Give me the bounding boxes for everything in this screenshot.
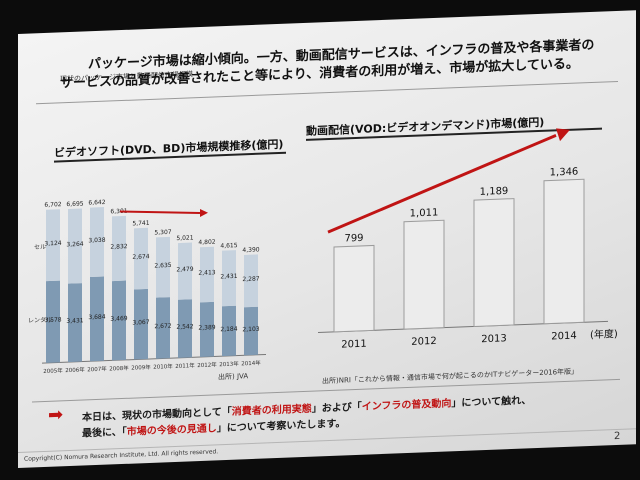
value-label-2012: 1,011 [410, 207, 439, 219]
bar-sell-2013年 [222, 250, 236, 307]
bar-rental-2007年 [90, 276, 104, 362]
bar-sell-2014年 [244, 254, 258, 308]
x-tick-2014年: 2014年 [241, 359, 261, 368]
label-sell-2008年: 2,832 [110, 243, 127, 251]
x-tick-2012: 2012 [411, 336, 436, 348]
series-label-sell: セル [34, 244, 46, 251]
label-sell-2005年: 3,124 [44, 240, 61, 248]
bar-sell-2009年 [134, 227, 148, 290]
bar-rental-2012年 [200, 301, 214, 358]
value-label-2013: 1,189 [480, 186, 509, 198]
bar-rental-2013年 [222, 305, 236, 357]
bar-2014 [543, 178, 585, 325]
value-label-2014: 1,346 [550, 166, 579, 178]
label-total-2011年: 5,021 [176, 234, 193, 242]
bar-rental-2006年 [68, 283, 82, 363]
bar-2013 [473, 198, 515, 328]
x-tick-2013年: 2013年 [219, 360, 239, 369]
right-chart-source: 出所)NRI「これから情報・通信市場で何が起こるのかITナビゲーター2016年版… [322, 367, 579, 386]
label-sell-2009年: 2,674 [132, 253, 149, 261]
label-sell-2006年: 3,264 [66, 241, 83, 249]
label-sell-2007年: 3,038 [88, 237, 105, 245]
bar-2011 [333, 244, 375, 333]
x-tick-2010年: 2010年 [153, 362, 173, 371]
bar-sell-2010年 [156, 236, 170, 298]
x-tick-2012年: 2012年 [197, 360, 217, 369]
label-sell-2014年: 2,287 [242, 276, 259, 284]
label-sell-2012年: 2,413 [198, 269, 215, 277]
label-rental-2007年: 3,684 [88, 314, 105, 322]
growth-arrow-shaft [327, 133, 557, 234]
bar-sell-2005年 [46, 209, 60, 282]
x-tick-2013: 2013 [481, 333, 506, 345]
x-tick-2007年: 2007年 [87, 365, 107, 374]
x-tick-2011: 2011 [341, 339, 366, 351]
bar-sell-2012年 [200, 246, 214, 303]
label-rental-2010年: 2,672 [154, 323, 171, 331]
label-rental-2008年: 3,469 [110, 315, 127, 323]
x-tick-2009年: 2009年 [131, 363, 151, 372]
x-tick-2008年: 2008年 [109, 364, 129, 373]
label-total-2005年: 6,702 [44, 201, 61, 209]
label-total-2006年: 6,695 [66, 200, 83, 208]
label-total-2007年: 6,642 [88, 199, 105, 207]
bar-sell-2008年 [112, 215, 126, 282]
label-sell-2010年: 2,635 [154, 262, 171, 270]
bar-sell-2011年 [178, 242, 192, 300]
label-total-2008年: 6,301 [110, 208, 127, 216]
page-number: 2 [614, 430, 621, 443]
label-rental-2013年: 2,184 [220, 326, 237, 334]
label-total-2009年: 5,741 [132, 220, 149, 228]
x-tick-2005年: 2005年 [43, 366, 63, 375]
vod-market-bar-chart: 799 2011 1,011 2012 1,189 2013 1,346 2014 (年度) [318, 128, 618, 351]
bar-sell-2006年 [68, 208, 82, 284]
label-rental-2012年: 2,389 [198, 324, 215, 332]
x-tick-2006年: 2006年 [65, 365, 85, 374]
label-rental-2005年: 3,578 [44, 316, 61, 324]
bar-rental-2008年 [112, 280, 126, 361]
video-software-stacked-bar-chart: 3,578 3,124 6,702 2005年 3,431 3,264 6,695 2006年… [28, 199, 266, 375]
value-label-2011: 799 [344, 233, 363, 245]
presentation-slide: 現状のパッケージ市場と動画配信市場規模 パッケージ市場は縮小傾向。一方、動画配信… [18, 10, 636, 468]
x-tick-2011年: 2011年 [175, 361, 195, 370]
x-unit-label: (年度) [590, 327, 618, 341]
left-chart-source: 出所) JVA [218, 372, 249, 382]
bar-rental-2005年 [46, 280, 60, 363]
label-total-2010年: 5,307 [154, 229, 171, 237]
label-rental-2006年: 3,431 [66, 317, 83, 325]
series-label-rental: レンタル [28, 316, 52, 325]
decline-arrow-head [200, 209, 208, 218]
label-rental-2009年: 3,067 [132, 319, 149, 327]
bar-rental-2009年 [134, 288, 148, 360]
bar-rental-2011年 [178, 299, 192, 358]
label-rental-2014年: 2,103 [242, 326, 259, 334]
bar-sell-2007年 [90, 207, 104, 278]
label-total-2012年: 4,802 [198, 239, 215, 247]
growth-arrow-head [556, 128, 570, 142]
bar-2012 [403, 219, 445, 330]
x-tick-2014: 2014 [551, 331, 576, 343]
decline-arrow-shaft [119, 210, 201, 215]
label-rental-2011年: 2,542 [176, 323, 193, 331]
label-total-2014年: 4,390 [242, 246, 259, 254]
label-sell-2013年: 2,431 [220, 273, 237, 281]
label-sell-2011年: 2,479 [176, 266, 193, 274]
label-total-2013年: 4,615 [220, 242, 237, 250]
bar-rental-2014年 [244, 306, 258, 356]
note-arrow-icon: ➡ [48, 404, 64, 426]
bar-rental-2010年 [156, 297, 170, 359]
